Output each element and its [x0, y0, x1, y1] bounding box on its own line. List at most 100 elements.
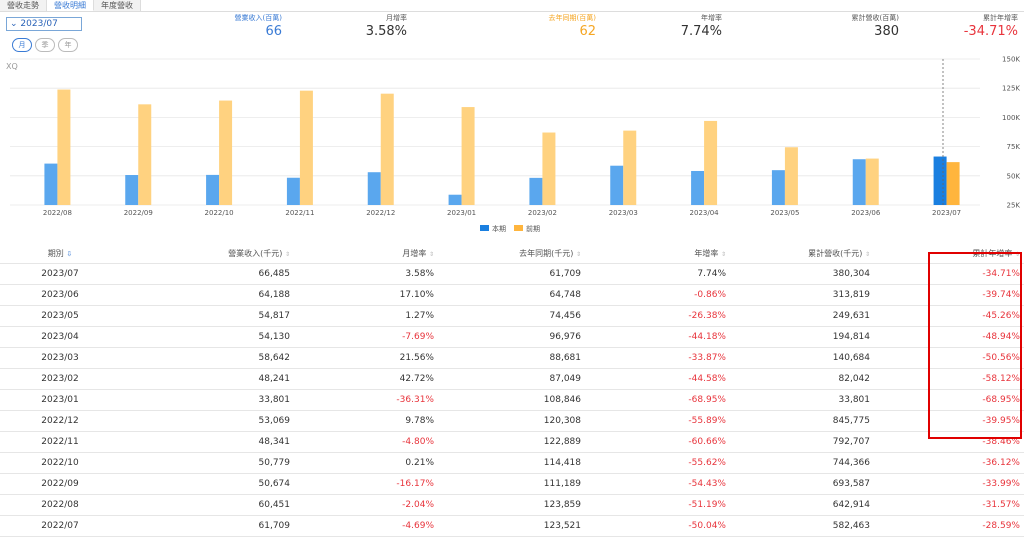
bar-current [448, 194, 462, 205]
table-row[interactable]: 2022/11 48,341 -4.80% 122,889 -60.66% 792,707… [0, 432, 1024, 453]
tab-annual-revenue[interactable]: 年度營收 [94, 0, 141, 11]
table-cell: 60,451 [258, 500, 291, 510]
table-cell: 313,819 [832, 290, 870, 300]
table-cell: -54.43% [688, 479, 726, 489]
table-cell: 194,814 [832, 332, 870, 342]
stat-revenue-value: 66 [265, 24, 282, 39]
period-month-button[interactable]: 月 [12, 38, 32, 52]
table-cell: -4.80% [402, 437, 434, 447]
col-last-year-header[interactable]: 去年同期(千元) ⇕ [519, 249, 581, 258]
table-row[interactable]: 2023/02 48,241 42.72% 87,049 -44.58% 82,042 -5… [0, 369, 1024, 390]
table-cell: -45.26% [982, 311, 1020, 321]
table-row[interactable]: 2022/08 60,451 -2.04% 123,859 -51.19% 642,914… [0, 495, 1024, 516]
y-tick-label: 25K [1007, 202, 1021, 210]
table-cell: 96,976 [549, 332, 582, 342]
table-row[interactable]: 2022/10 50,779 0.21% 114,418 -55.62% 744,366 -… [0, 453, 1024, 474]
tab-revenue-detail[interactable]: 營收明細 [47, 0, 94, 11]
table-cell: -36.31% [396, 395, 434, 405]
table-cell: 2022/07 [41, 521, 79, 531]
table-cell: 66,485 [258, 269, 291, 279]
table-cell: -28.59% [982, 521, 1020, 531]
x-tick-label: 2022/09 [124, 209, 153, 217]
table-cell: 9.78% [405, 416, 434, 426]
table-cell: 82,042 [838, 374, 871, 384]
table-cell: -26.38% [688, 311, 726, 321]
col-revenue-header[interactable]: 營業收入(千元) ⇕ [228, 249, 290, 258]
table-row[interactable]: 2023/03 58,642 21.56% 88,681 -33.87% 140,684 -… [0, 348, 1024, 369]
stat-last-year-label: 去年同期(百萬) [548, 14, 596, 22]
stat-yoy-value: 7.74% [680, 24, 722, 39]
table-cell: 114,418 [543, 458, 581, 468]
table-row[interactable]: 2023/04 54,130 -7.69% 96,976 -44.18% 194,814 -… [0, 327, 1024, 348]
x-tick-label: 2023/03 [609, 209, 638, 217]
table-cell: 2022/11 [41, 437, 79, 447]
table-cell: -39.95% [982, 416, 1020, 426]
bar-current [286, 177, 300, 205]
bar-current [125, 175, 139, 205]
table-cell: 74,456 [549, 311, 582, 321]
stat-mom-label: 月增率 [386, 14, 407, 22]
bar-previous [57, 89, 71, 205]
tab-revenue-trend[interactable]: 營收走勢 [0, 0, 47, 11]
col-period-header[interactable]: 期別 ⇩ [47, 249, 73, 258]
table-cell: 140,684 [832, 353, 870, 363]
table-cell: 48,241 [258, 374, 291, 384]
table-row[interactable]: 2022/09 50,674 -16.17% 111,189 -54.43% 693,58… [0, 474, 1024, 495]
highlight-box [928, 252, 1022, 439]
stat-cum-yoy-label: 累計年增率 [983, 14, 1018, 22]
stat-mom-value: 3.58% [365, 24, 407, 39]
stat-cum-yoy-value: -34.71% [963, 24, 1018, 39]
col-cumulative-header[interactable]: 累計營收(千元) ⇕ [808, 249, 870, 258]
table-cell: -36.12% [982, 458, 1020, 468]
date-select-value: 2023/07 [20, 19, 58, 29]
table-cell: 2023/06 [41, 290, 79, 300]
table-cell: 123,859 [543, 500, 581, 510]
table-cell: -50.56% [982, 353, 1020, 363]
stat-revenue: 營業收入(百萬) 66 [162, 14, 282, 41]
table-row[interactable]: 2022/12 53,069 9.78% 120,308 -55.89% 845,775 -… [0, 411, 1024, 432]
table-cell: 88,681 [549, 353, 582, 363]
col-yoy-header[interactable]: 年增率 ⇕ [694, 249, 726, 258]
bar-previous [865, 158, 879, 205]
y-tick-label: 150K [1002, 56, 1020, 64]
legend-label-current: 本期 [492, 224, 506, 233]
table-row[interactable]: 2022/07 61,709 -4.69% 123,521 -50.04% 582,463… [0, 516, 1024, 537]
bar-previous [219, 100, 233, 205]
bar-previous [138, 104, 152, 205]
table-cell: -55.89% [688, 416, 726, 426]
table-cell: -58.12% [982, 374, 1020, 384]
date-select[interactable]: ⌄ 2023/07 [6, 17, 82, 31]
period-quarter-button[interactable]: 季 [35, 38, 55, 52]
table-cell: 693,587 [832, 479, 870, 489]
bar-current [610, 165, 624, 205]
table-row[interactable]: 2023/01 33,801 -36.31% 108,846 -68.95% 33,801… [0, 390, 1024, 411]
bar-previous [299, 90, 313, 205]
chevron-down-icon: ⌄ [10, 19, 18, 29]
table-cell: -50.04% [688, 521, 726, 531]
col-mom-header[interactable]: 月增率 ⇕ [402, 249, 434, 258]
y-tick-label: 100K [1002, 114, 1020, 122]
table-cell: 108,846 [543, 395, 581, 405]
bar-previous [461, 107, 475, 205]
table-cell: -16.17% [396, 479, 434, 489]
table-cell: -68.95% [688, 395, 726, 405]
table-cell: -51.19% [688, 500, 726, 510]
x-tick-label: 2023/02 [528, 209, 557, 217]
bar-current [691, 170, 705, 205]
table-cell: 2023/03 [41, 353, 79, 363]
table-row[interactable]: 2023/06 64,188 17.10% 64,748 -0.86% 313,819 -3… [0, 285, 1024, 306]
table-cell: -68.95% [982, 395, 1020, 405]
period-year-button[interactable]: 年 [58, 38, 78, 52]
bar-current [367, 172, 381, 205]
legend-label-previous: 前期 [526, 224, 540, 233]
table-row[interactable]: 2023/07 66,485 3.58% 61,709 7.74% 380,304 -34.… [0, 264, 1024, 285]
table-cell: 17.10% [399, 290, 434, 300]
y-tick-label: 125K [1002, 85, 1020, 93]
table-cell: 64,748 [549, 290, 582, 300]
table-cell: 61,709 [549, 269, 582, 279]
table-cell: 33,801 [258, 395, 291, 405]
table-cell: 122,889 [543, 437, 581, 447]
x-tick-label: 2023/01 [447, 209, 476, 217]
x-tick-label: 2022/10 [205, 209, 234, 217]
table-row[interactable]: 2023/05 54,817 1.27% 74,456 -26.38% 249,631 -4… [0, 306, 1024, 327]
